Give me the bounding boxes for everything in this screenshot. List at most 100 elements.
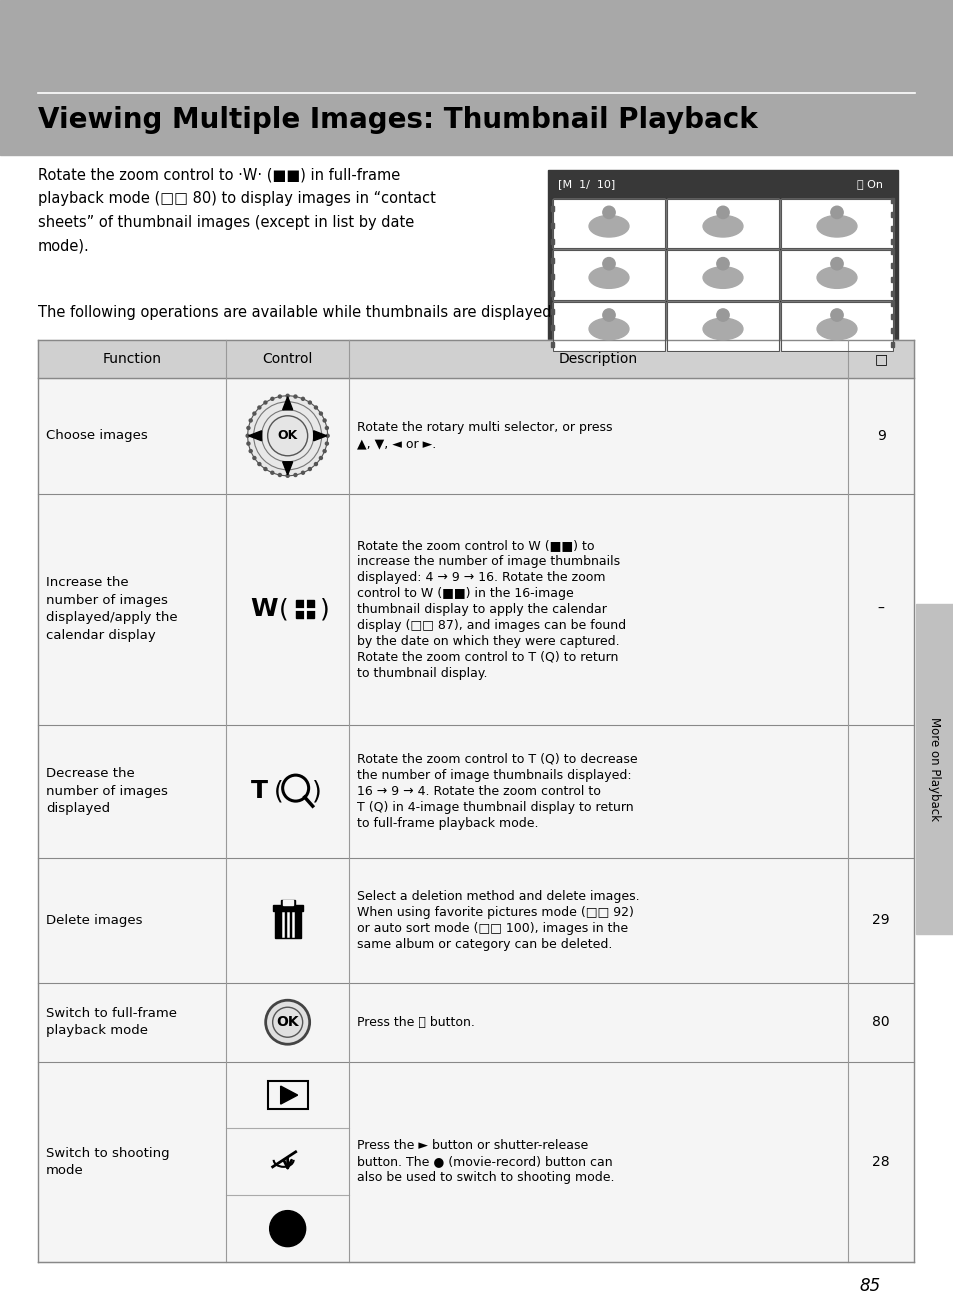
Text: (: ( (274, 779, 283, 803)
Bar (280, 900, 294, 905)
Text: thumbnail display to apply the calendar: thumbnail display to apply the calendar (356, 603, 606, 616)
Bar (547, 170, 897, 360)
Circle shape (319, 413, 322, 415)
Text: ): ) (312, 779, 321, 803)
Text: Function: Function (103, 352, 161, 367)
Text: the number of image thumbnails displayed:: the number of image thumbnails displayed… (356, 769, 631, 782)
Text: 80: 80 (871, 1016, 889, 1029)
Bar (890, 328, 893, 334)
Text: Decrease the
number of images
displayed: Decrease the number of images displayed (46, 767, 168, 815)
Circle shape (286, 474, 289, 477)
Bar (553, 251, 664, 300)
Bar (551, 258, 554, 263)
Text: □: □ (874, 352, 887, 367)
Text: ▲, ▼, ◄ or ►.: ▲, ▼, ◄ or ►. (356, 438, 436, 451)
Text: Rotate the zoom control to W (■■) to: Rotate the zoom control to W (■■) to (356, 539, 594, 552)
Bar (890, 314, 893, 319)
Bar (553, 251, 664, 300)
Circle shape (314, 463, 317, 465)
Bar (890, 301, 893, 306)
Text: Increase the
number of images
displayed/apply the
calendar display: Increase the number of images displayed/… (46, 577, 177, 641)
Text: increase the number of image thumbnails: increase the number of image thumbnails (356, 555, 619, 568)
Text: ⚿ On: ⚿ On (856, 179, 882, 189)
Text: ): ) (319, 597, 329, 622)
Ellipse shape (588, 267, 628, 288)
Ellipse shape (702, 318, 742, 340)
Bar (781, 302, 892, 351)
Text: to thumbnail display.: to thumbnail display. (356, 666, 487, 679)
Text: Rotate the zoom control to ·W· (■■) in full-frame
playback mode (□□ 80) to displ: Rotate the zoom control to ·W· (■■) in f… (38, 168, 436, 254)
Circle shape (326, 435, 329, 438)
Text: displayed: 4 → 9 → 16. Rotate the zoom: displayed: 4 → 9 → 16. Rotate the zoom (356, 570, 605, 583)
Circle shape (271, 397, 274, 401)
Bar (38, 340, 913, 378)
Text: [M  1/  10]: [M 1/ 10] (558, 179, 615, 189)
Bar (273, 905, 302, 911)
Bar (282, 900, 293, 905)
Text: same album or category can be deleted.: same album or category can be deleted. (356, 938, 612, 950)
Text: Switch to shooting
mode: Switch to shooting mode (46, 1147, 170, 1177)
Bar (551, 206, 554, 212)
Circle shape (278, 473, 281, 477)
Text: OK: OK (277, 430, 297, 443)
Circle shape (264, 468, 267, 470)
Text: or auto sort mode (□□ 100), images in the: or auto sort mode (□□ 100), images in th… (356, 921, 627, 934)
Text: T (Q) in 4-image thumbnail display to return: T (Q) in 4-image thumbnail display to re… (356, 800, 633, 813)
Text: Select a deletion method and delete images.: Select a deletion method and delete imag… (356, 890, 639, 903)
Text: 29: 29 (871, 913, 889, 928)
Circle shape (716, 206, 728, 218)
Circle shape (301, 397, 304, 401)
Circle shape (602, 206, 615, 218)
Circle shape (294, 473, 296, 477)
Bar (268, 1081, 307, 1109)
Bar (0, 0, 953, 155)
Bar (890, 198, 893, 202)
Text: 9: 9 (876, 428, 884, 443)
Bar (781, 251, 892, 300)
Bar (890, 239, 893, 244)
Bar (890, 250, 893, 255)
Polygon shape (280, 1087, 297, 1104)
Bar (666, 251, 779, 300)
Bar (551, 326, 554, 330)
Circle shape (308, 401, 311, 403)
Circle shape (325, 427, 328, 430)
Bar (38, 983, 913, 1062)
Bar (295, 600, 314, 618)
Text: to full-frame playback mode.: to full-frame playback mode. (356, 816, 537, 829)
Circle shape (716, 258, 728, 269)
Circle shape (830, 309, 842, 321)
Circle shape (314, 406, 317, 409)
Circle shape (246, 435, 249, 438)
Circle shape (271, 472, 274, 474)
Circle shape (602, 258, 615, 269)
Bar (38, 494, 913, 724)
Ellipse shape (702, 215, 742, 237)
Bar (553, 302, 664, 351)
Ellipse shape (588, 318, 628, 340)
Text: Viewing Multiple Images: Thumbnail Playback: Viewing Multiple Images: Thumbnail Playb… (38, 106, 757, 134)
Text: Switch to full-frame
playback mode: Switch to full-frame playback mode (46, 1007, 177, 1038)
Circle shape (247, 442, 250, 445)
Ellipse shape (588, 215, 628, 237)
Text: 85: 85 (859, 1277, 880, 1296)
Text: The following operations are available while thumbnails are displayed.: The following operations are available w… (38, 305, 556, 319)
Bar (666, 302, 779, 351)
Text: W: W (250, 597, 277, 622)
Bar (781, 198, 892, 248)
Circle shape (248, 396, 327, 476)
Circle shape (253, 413, 255, 415)
Text: by the date on which they were captured.: by the date on which they were captured. (356, 635, 618, 648)
Bar (915, 604, 953, 934)
Circle shape (265, 1000, 310, 1045)
Bar (551, 239, 554, 244)
Circle shape (264, 401, 267, 403)
Circle shape (257, 406, 260, 409)
Bar (38, 724, 913, 858)
Bar (890, 290, 893, 296)
Bar (553, 198, 664, 248)
Circle shape (253, 402, 321, 470)
Polygon shape (282, 461, 293, 474)
Bar (38, 858, 913, 983)
Text: Description: Description (558, 352, 638, 367)
